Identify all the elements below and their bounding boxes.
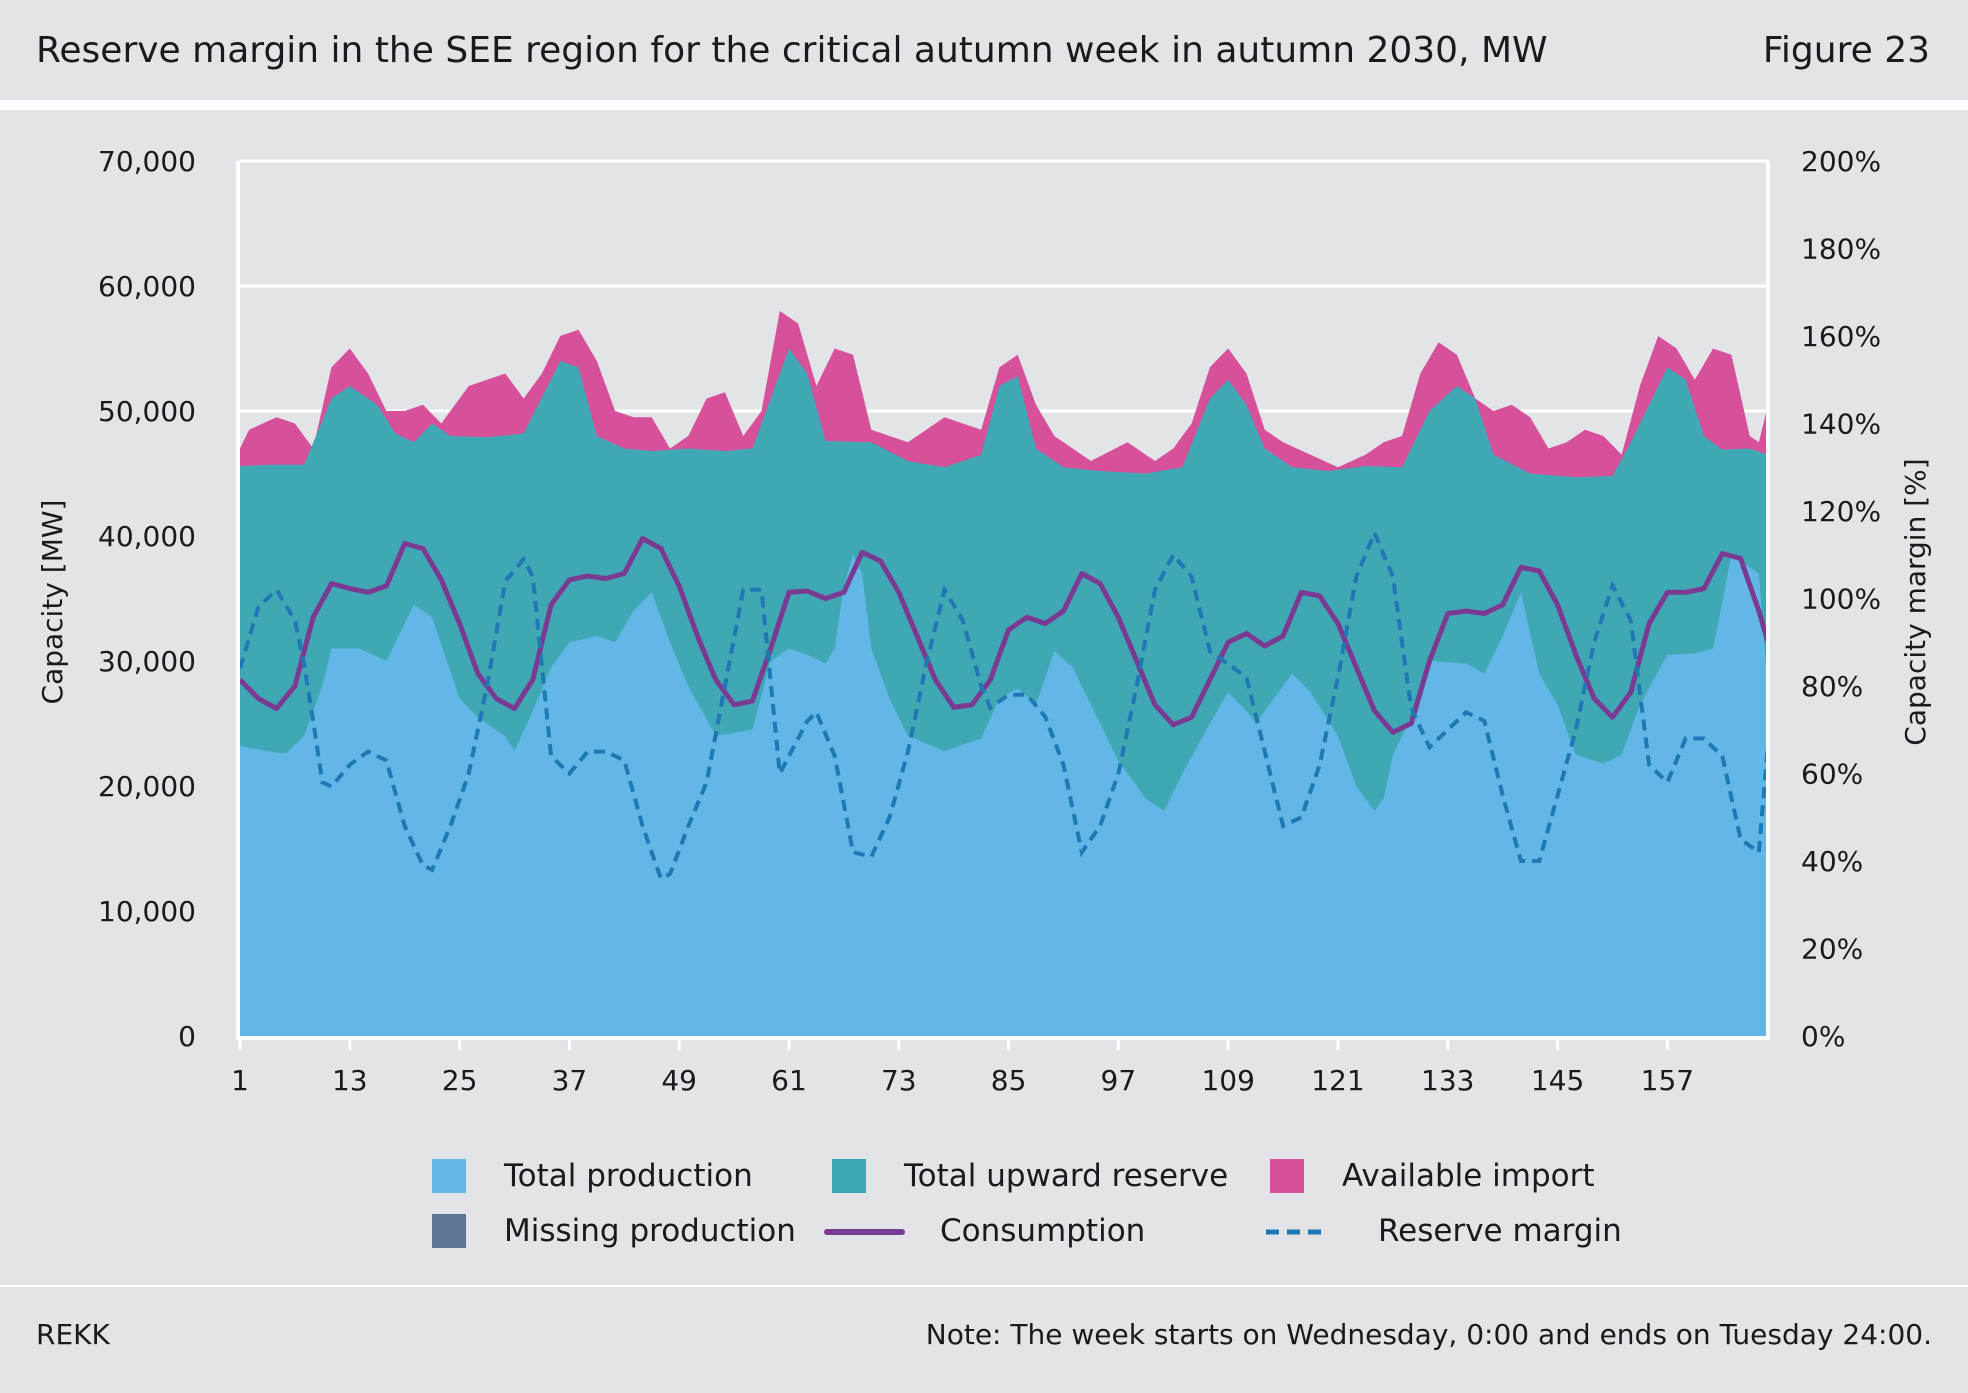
x-tick-label: 73 bbox=[881, 1064, 917, 1097]
x-tick-label: 97 bbox=[1101, 1064, 1137, 1097]
source-label: REKK bbox=[36, 1318, 110, 1351]
y-tick-label: 0 bbox=[178, 1020, 196, 1053]
x-tick-label: 85 bbox=[991, 1064, 1027, 1097]
y2-tick-label: 200% bbox=[1801, 145, 1881, 178]
x-tick-label: 49 bbox=[661, 1064, 697, 1097]
x-tick-label: 37 bbox=[552, 1064, 588, 1097]
legend-label: Consumption bbox=[940, 1213, 1145, 1249]
area-series bbox=[240, 311, 1768, 1036]
legend-label: Available import bbox=[1342, 1158, 1595, 1194]
y-tick-label: 40,000 bbox=[98, 520, 196, 553]
x-tick-label: 157 bbox=[1641, 1064, 1694, 1097]
y2-tick-label: 60% bbox=[1801, 758, 1863, 791]
legend-swatch bbox=[432, 1159, 466, 1193]
footnote: Note: The week starts on Wednesday, 0:00… bbox=[925, 1318, 1932, 1351]
y-tick-label: 10,000 bbox=[98, 895, 196, 928]
legend-swatch bbox=[1270, 1159, 1304, 1193]
x-tick-label: 61 bbox=[771, 1064, 807, 1097]
consumption-line bbox=[238, 536, 1771, 735]
axes bbox=[236, 161, 1770, 1040]
page-title: Reserve margin in the SEE region for the… bbox=[36, 30, 1548, 71]
figure-label: Figure 23 bbox=[1762, 30, 1930, 71]
y2-tick-label: 20% bbox=[1801, 933, 1863, 966]
legend-label: Missing production bbox=[504, 1213, 796, 1249]
y2-axis-title: Capacity margin [%] bbox=[1899, 458, 1932, 745]
y-axis-title: Capacity [MW] bbox=[36, 500, 69, 705]
y-tick-label: 30,000 bbox=[98, 645, 196, 678]
legend: Total production Total upward reserve Avai… bbox=[432, 1158, 1622, 1249]
legend-swatch bbox=[432, 1214, 466, 1248]
footer-band bbox=[0, 1287, 1968, 1393]
y2-tick-label: 180% bbox=[1801, 233, 1881, 266]
legend-label: Total upward reserve bbox=[903, 1158, 1228, 1194]
header-band bbox=[0, 0, 1968, 100]
reserve-margin-line bbox=[238, 527, 1770, 882]
y-tick-label: 50,000 bbox=[98, 395, 196, 428]
x-tick-label: 121 bbox=[1311, 1064, 1364, 1097]
y2-tick-label: 140% bbox=[1801, 408, 1881, 441]
y-tick-label: 60,000 bbox=[98, 270, 196, 303]
y2-tick-label: 120% bbox=[1801, 495, 1881, 528]
y-tick-label: 70,000 bbox=[98, 145, 196, 178]
tick-labels: 0 10,000 20,000 30,000 40,000 50,000 60,000 70,… bbox=[98, 145, 1881, 1097]
x-tick-label: 1 bbox=[231, 1064, 249, 1097]
x-tick-label: 13 bbox=[332, 1064, 368, 1097]
legend-label: Reserve margin bbox=[1378, 1213, 1622, 1249]
y2-tick-label: 100% bbox=[1801, 583, 1881, 616]
legend-label: Total production bbox=[503, 1158, 753, 1194]
y2-tick-label: 80% bbox=[1801, 670, 1863, 703]
y2-tick-label: 40% bbox=[1801, 845, 1863, 878]
y2-tick-label: 160% bbox=[1801, 320, 1881, 353]
x-tick-label: 25 bbox=[442, 1064, 478, 1097]
x-tick-label: 145 bbox=[1531, 1064, 1584, 1097]
legend-swatch bbox=[832, 1159, 866, 1193]
y-tick-label: 20,000 bbox=[98, 770, 196, 803]
area-total-production bbox=[240, 554, 1768, 1036]
y2-tick-label: 0% bbox=[1801, 1020, 1845, 1053]
line-series bbox=[238, 527, 1771, 882]
x-tick-label: 109 bbox=[1201, 1064, 1254, 1097]
x-tick-label: 133 bbox=[1421, 1064, 1474, 1097]
